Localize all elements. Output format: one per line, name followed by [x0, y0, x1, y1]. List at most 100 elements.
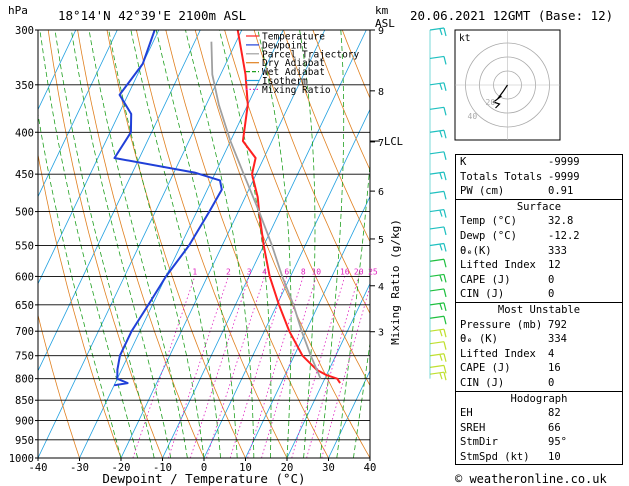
row-value: 32.8 — [548, 215, 574, 228]
wind-barb — [429, 55, 445, 60]
wind-barb — [429, 315, 445, 319]
wind-barb-flag — [443, 372, 447, 381]
wind-barb — [429, 82, 445, 86]
wind-barb-flag — [443, 209, 447, 218]
wind-barb-flag — [439, 131, 443, 138]
pressure-tick-label: 950 — [15, 435, 34, 447]
row-value: 10 — [548, 450, 561, 463]
wet-adiabat-line — [353, 340, 370, 458]
table-row: StmDir 95° — [456, 435, 622, 450]
row-label: Lifted Index — [460, 347, 536, 360]
pressure-unit: hPa — [8, 4, 28, 17]
mixing-ratio-label: 2 — [226, 267, 231, 276]
isotherm-line — [38, 30, 77, 111]
wind-barb-flag — [439, 303, 443, 311]
row-label: StmSpd (kt) — [460, 450, 530, 463]
pressure-tick-label: 400 — [15, 127, 34, 139]
wind-barb-flag — [443, 171, 447, 181]
dry-adiabat-line — [38, 313, 80, 458]
wind-barb — [429, 364, 445, 368]
table-row: CIN (J) 0 — [456, 376, 622, 391]
wind-barb — [429, 273, 445, 278]
surface-title: Surface — [516, 200, 562, 213]
wind-barb — [429, 106, 445, 110]
temperature-line — [236, 30, 341, 384]
temp-tick-label: 20 — [281, 462, 294, 474]
wind-barb-flag — [443, 151, 447, 160]
pressure-tick-label: 600 — [15, 271, 34, 283]
mixing-ratio-label: 3 — [247, 267, 252, 276]
wind-barb — [429, 171, 445, 175]
row-label: K — [460, 156, 467, 168]
temp-tick-label: -10 — [153, 462, 172, 474]
row-value: 4 — [548, 347, 555, 360]
pressure-tick-label: 550 — [15, 240, 34, 252]
most-unstable-section: Most Unstable Pressure (mb) 792 θₑ (K) 334 L… — [456, 301, 622, 391]
surface-section: Surface Temp (°C) 32.8 Dewp (°C) -12.2 θₑ(K)… — [456, 198, 622, 302]
wind-barb — [429, 208, 445, 213]
wind-barb-flag — [443, 243, 447, 252]
lcl-label: LCL — [384, 136, 403, 148]
pressure-tick-label: 500 — [15, 207, 34, 219]
row-label: Pressure (mb) — [460, 318, 543, 331]
table-row: SREH 66 — [456, 421, 622, 436]
hodograph-section: Hodograph EH 82 SREH 66 StmDir 95° StmSpd (kt)… — [456, 390, 622, 465]
dry-adiabat-line — [283, 30, 370, 243]
row-label: CIN (J) — [460, 288, 505, 301]
hodograph-ring-label: 20 — [486, 98, 496, 107]
table-row: EH 82 — [456, 406, 622, 421]
mixing-ratio-label: 6 — [284, 267, 289, 276]
wind-barb — [429, 129, 445, 133]
row-label: CIN (J) — [460, 376, 505, 389]
mixing-ratio-label: 4 — [262, 267, 267, 276]
table-row: θₑ (K) 334 — [456, 332, 622, 347]
pressure-tick-label: 650 — [15, 300, 34, 312]
indices-panel: K -9999 Totals Totals -9999 PW (cm) 0.91 Surf… — [455, 154, 623, 466]
wind-barb-flag — [443, 353, 447, 362]
row-value: 66 — [548, 421, 561, 434]
wind-barb-flag — [439, 210, 443, 217]
temp-tick-label: -30 — [70, 462, 89, 474]
mixing-ratio-label: 20 — [354, 267, 364, 276]
km-tick-label: 6 — [378, 187, 384, 198]
wind-barb-flag — [443, 226, 447, 236]
temp-tick-label: 30 — [322, 462, 335, 474]
wet-adiabat-line — [38, 112, 122, 458]
wind-barb-flag — [443, 130, 447, 139]
table-row: PW (cm) 0.91 — [456, 184, 622, 199]
row-label: θₑ (K) — [460, 333, 498, 346]
table-row: K -9999 — [456, 155, 622, 170]
row-label: Totals Totals — [460, 170, 543, 183]
dewpoint-line — [113, 30, 223, 387]
wind-barb-flag — [443, 274, 447, 283]
table-row: Temp (°C) 32.8 — [456, 214, 622, 229]
plot-background — [38, 30, 370, 458]
legend-entry: Dewpoint — [262, 40, 308, 51]
isotherm-line — [245, 195, 370, 458]
wind-barb — [429, 27, 445, 31]
isotherm-line — [79, 30, 284, 458]
mixing-ratio-line — [321, 285, 370, 458]
wind-barb-flag — [443, 365, 447, 374]
legend-entry: Isotherm — [262, 76, 308, 87]
table-row: Pressure (mb) 792 — [456, 318, 622, 333]
wind-barb — [429, 242, 445, 247]
datetime-title: 20.06.2021 12GMT (Base: 12) — [410, 8, 613, 23]
pressure-tick-label: 800 — [15, 374, 34, 386]
wind-barb-flag — [443, 341, 447, 350]
wind-barb — [429, 302, 445, 306]
row-label: CAPE (J) — [460, 273, 511, 286]
isotherm-line — [286, 282, 370, 458]
mixing-ratio-label: 16 — [340, 267, 350, 276]
km-tick-label: 8 — [378, 87, 384, 98]
temp-tick-label: -40 — [29, 462, 48, 474]
hodograph-unit-label: kt — [459, 33, 470, 44]
row-label: EH — [460, 407, 473, 420]
mixing-ratio-axis-label: Mixing Ratio (g/kg) — [389, 219, 402, 345]
x-axis-label: Dewpoint / Temperature (°C) — [102, 471, 305, 486]
temp-tick-label: 10 — [239, 462, 252, 474]
wind-barb-flag — [439, 172, 443, 180]
wet-adiabat-line — [70, 30, 172, 458]
row-label: Temp (°C) — [460, 215, 517, 228]
table-row: CAPE (J) 16 — [456, 361, 622, 376]
